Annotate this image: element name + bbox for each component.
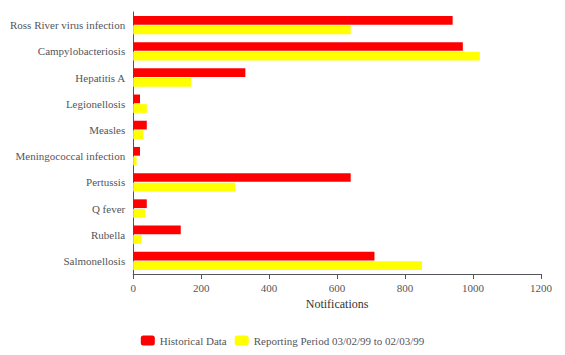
- svg-text:Measles: Measles: [89, 124, 125, 136]
- svg-text:200: 200: [193, 282, 210, 294]
- svg-text:600: 600: [329, 282, 346, 294]
- svg-text:0: 0: [130, 282, 136, 294]
- svg-text:Reporting Period 03/02/99 to 0: Reporting Period 03/02/99 to 02/03/99: [254, 335, 425, 347]
- svg-text:1000: 1000: [462, 282, 485, 294]
- svg-text:Notifications: Notifications: [306, 297, 369, 311]
- svg-text:Q fever: Q fever: [92, 203, 126, 215]
- svg-text:Legionellosis: Legionellosis: [66, 98, 125, 110]
- svg-text:Salmonellosis: Salmonellosis: [63, 255, 125, 267]
- svg-text:400: 400: [261, 282, 278, 294]
- svg-text:Historical Data: Historical Data: [160, 335, 227, 347]
- svg-text:Hepatitis A: Hepatitis A: [75, 72, 125, 84]
- svg-text:1200: 1200: [530, 282, 553, 294]
- svg-text:Ross River virus infection: Ross River virus infection: [10, 19, 126, 31]
- svg-text:Pertussis: Pertussis: [86, 176, 125, 188]
- svg-text:Meningococcal infection: Meningococcal infection: [16, 150, 126, 162]
- svg-text:800: 800: [397, 282, 414, 294]
- svg-text:Rubella: Rubella: [91, 229, 125, 241]
- svg-text:Campylobacteriosis: Campylobacteriosis: [38, 45, 125, 57]
